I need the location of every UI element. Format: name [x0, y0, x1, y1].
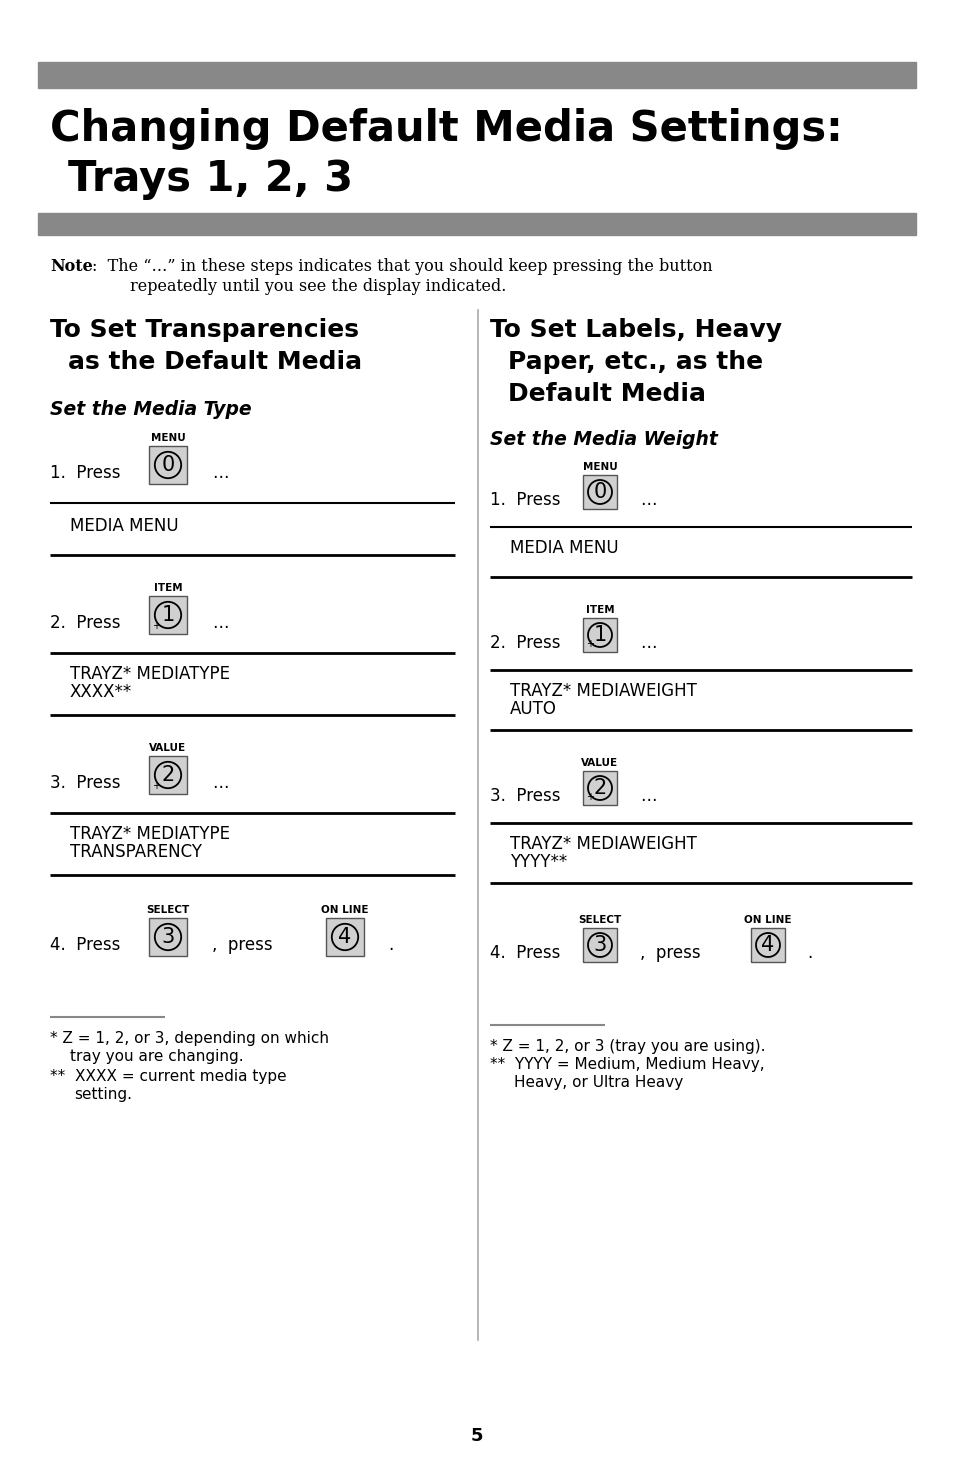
Text: * Z = 1, 2, or 3, depending on which: * Z = 1, 2, or 3, depending on which [50, 1031, 329, 1046]
Text: MENU: MENU [151, 434, 185, 442]
Text: setting.: setting. [74, 1087, 132, 1102]
Text: ,  press: , press [212, 937, 273, 954]
Text: * Z = 1, 2, or 3 (tray you are using).: * Z = 1, 2, or 3 (tray you are using). [490, 1038, 764, 1055]
Text: 4: 4 [760, 935, 774, 954]
Text: MEDIA MENU: MEDIA MENU [70, 518, 178, 535]
Text: …: … [639, 491, 656, 509]
Text: 3.  Press: 3. Press [490, 788, 560, 805]
Text: Note: Note [50, 258, 92, 274]
Text: 0: 0 [161, 454, 174, 475]
Text: SELECT: SELECT [578, 914, 621, 925]
Text: 3: 3 [161, 926, 174, 947]
Text: XXXX**: XXXX** [70, 683, 132, 701]
Text: To Set Transparencies: To Set Transparencies [50, 319, 358, 342]
Text: …: … [639, 634, 656, 652]
FancyBboxPatch shape [149, 917, 187, 956]
Text: repeatedly until you see the display indicated.: repeatedly until you see the display ind… [130, 277, 506, 295]
Text: TRANSPARENCY: TRANSPARENCY [70, 844, 202, 861]
Text: Set the Media Type: Set the Media Type [50, 400, 252, 419]
FancyBboxPatch shape [149, 596, 187, 634]
Text: YYYY**: YYYY** [510, 853, 567, 872]
Text: MENU: MENU [582, 462, 617, 472]
Text: :  The “…” in these steps indicates that you should keep pressing the button: : The “…” in these steps indicates that … [91, 258, 712, 274]
Text: …: … [212, 614, 229, 631]
Text: To Set Labels, Heavy: To Set Labels, Heavy [490, 319, 781, 342]
Text: TRAYZ* MEDIATYPE: TRAYZ* MEDIATYPE [70, 665, 230, 683]
Text: .: . [806, 944, 811, 962]
Text: TRAYZ* MEDIAWEIGHT: TRAYZ* MEDIAWEIGHT [510, 835, 696, 853]
Text: Trays 1, 2, 3: Trays 1, 2, 3 [68, 158, 353, 201]
Text: ITEM: ITEM [585, 605, 614, 615]
Text: 3.  Press: 3. Press [50, 774, 120, 792]
Text: Heavy, or Ultra Heavy: Heavy, or Ultra Heavy [514, 1075, 682, 1090]
Text: …: … [212, 465, 229, 482]
Text: 1.  Press: 1. Press [50, 465, 120, 482]
Text: ON LINE: ON LINE [321, 906, 369, 914]
Text: Paper, etc., as the: Paper, etc., as the [507, 350, 762, 375]
Text: ITEM: ITEM [153, 583, 182, 593]
Text: .: . [388, 937, 393, 954]
Text: 5: 5 [470, 1426, 483, 1446]
Text: 3: 3 [593, 935, 606, 954]
Text: VALUE: VALUE [580, 758, 618, 768]
Text: 4.  Press: 4. Press [490, 944, 559, 962]
FancyBboxPatch shape [149, 445, 187, 484]
Text: …: … [639, 788, 656, 805]
Text: 2: 2 [593, 777, 606, 798]
Text: MEDIA MENU: MEDIA MENU [510, 538, 618, 558]
Text: +: + [585, 792, 593, 802]
Text: **  XXXX = current media type: ** XXXX = current media type [50, 1069, 286, 1084]
FancyBboxPatch shape [326, 917, 364, 956]
Text: 0: 0 [593, 482, 606, 502]
Text: 2.  Press: 2. Press [50, 614, 120, 631]
FancyBboxPatch shape [582, 928, 617, 962]
Text: Set the Media Weight: Set the Media Weight [490, 431, 717, 448]
Text: +: + [585, 639, 593, 649]
Text: ON LINE: ON LINE [743, 914, 791, 925]
Text: SELECT: SELECT [146, 906, 190, 914]
Text: 4.  Press: 4. Press [50, 937, 120, 954]
FancyBboxPatch shape [750, 928, 784, 962]
Text: VALUE: VALUE [150, 743, 187, 754]
Text: 2.  Press: 2. Press [490, 634, 560, 652]
Text: Default Media: Default Media [507, 382, 705, 406]
FancyBboxPatch shape [582, 770, 617, 805]
Text: +: + [152, 782, 160, 791]
Text: **  YYYY = Medium, Medium Heavy,: ** YYYY = Medium, Medium Heavy, [490, 1058, 763, 1072]
Text: 1: 1 [593, 625, 606, 645]
Text: 4: 4 [338, 926, 352, 947]
Text: as the Default Media: as the Default Media [68, 350, 362, 375]
Text: +: + [152, 621, 160, 631]
Text: ,  press: , press [639, 944, 700, 962]
Text: 1: 1 [161, 605, 174, 625]
Text: …: … [212, 774, 229, 792]
Bar [38, 62, 915, 88]
Text: TRAYZ* MEDIAWEIGHT: TRAYZ* MEDIAWEIGHT [510, 681, 696, 701]
Text: tray you are changing.: tray you are changing. [70, 1049, 243, 1063]
Text: 2: 2 [161, 766, 174, 785]
FancyBboxPatch shape [149, 755, 187, 794]
Text: 1.  Press: 1. Press [490, 491, 560, 509]
Text: TRAYZ* MEDIATYPE: TRAYZ* MEDIATYPE [70, 825, 230, 844]
FancyBboxPatch shape [582, 475, 617, 509]
Text: Changing Default Media Settings:: Changing Default Media Settings: [50, 108, 841, 150]
Bar [38, 212, 915, 235]
Text: AUTO: AUTO [510, 701, 557, 718]
FancyBboxPatch shape [582, 618, 617, 652]
